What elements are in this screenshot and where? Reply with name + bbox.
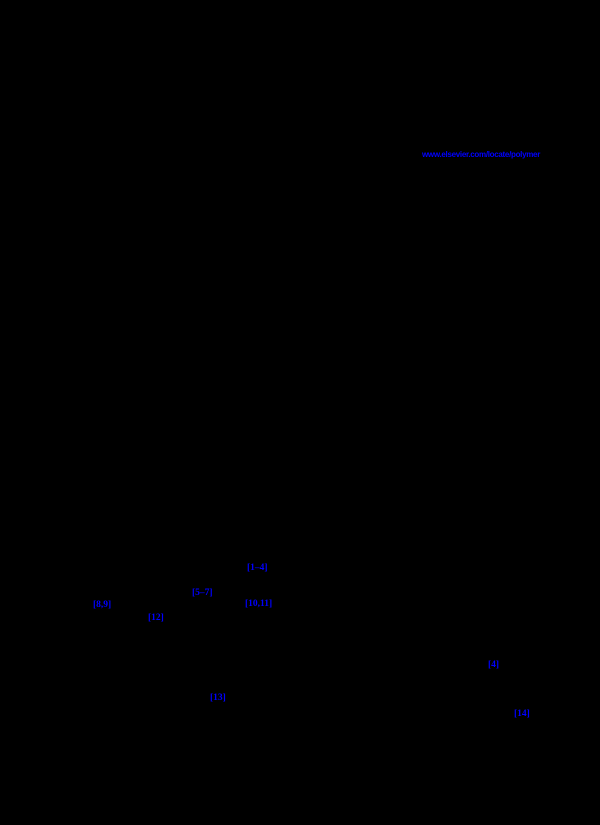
citation-link-5-7[interactable]: [5–7] [192,588,213,598]
citation-link-10-11[interactable]: [10,11] [245,599,273,609]
citation-link-14[interactable]: [14] [514,709,530,719]
citation-link-13[interactable]: [13] [210,693,226,703]
journal-website-link[interactable]: www.elsevier.com/locate/polymer [422,150,541,159]
citation-link-4[interactable]: [4] [488,660,500,670]
citation-link-1-4[interactable]: [1–4] [247,563,268,573]
citation-link-12[interactable]: [12] [148,613,164,623]
citation-link-8-9[interactable]: [8,9] [93,600,112,610]
